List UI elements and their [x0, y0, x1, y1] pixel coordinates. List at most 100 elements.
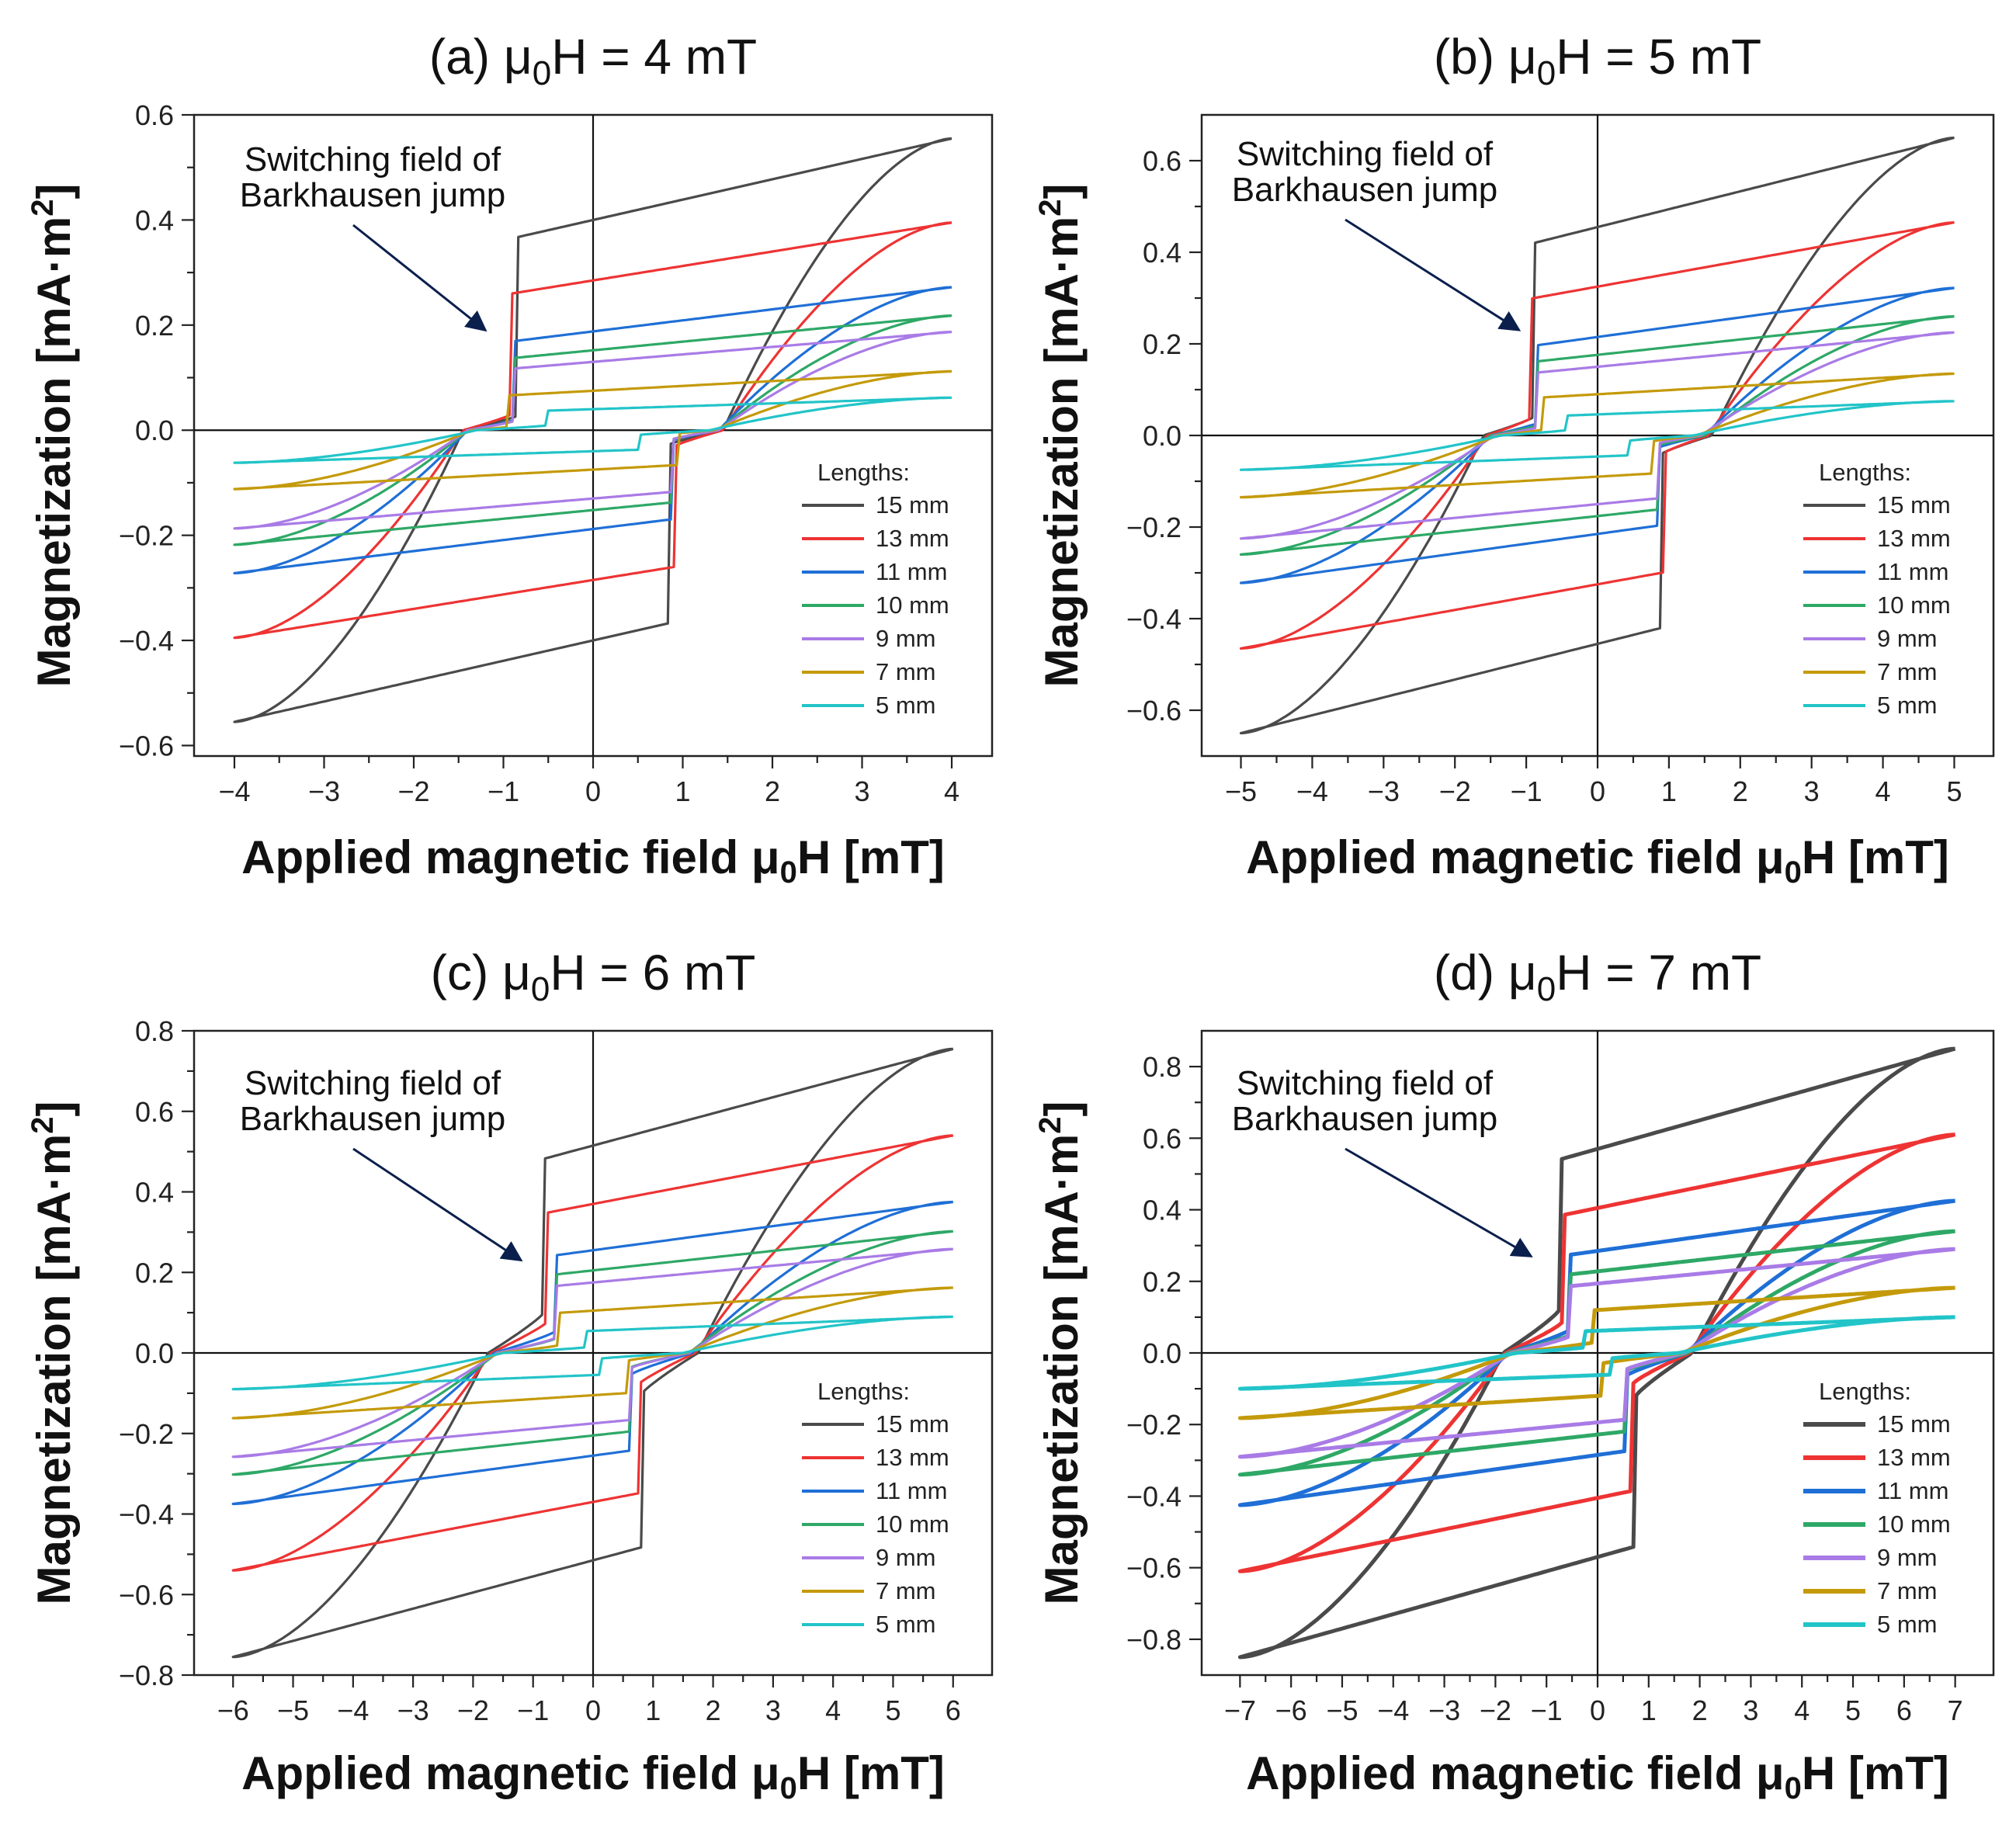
y-axis-label-superscript: 2	[26, 199, 60, 217]
y-axis-label-text: Magnetization [mA·m	[28, 217, 80, 688]
series-line-5-mm	[1237, 1315, 1955, 1391]
x-axis-label: Applied magnetic field μ0H [mT]	[1246, 1747, 1949, 1805]
y-tick-label: −0.2	[119, 1418, 174, 1450]
x-tick-label: 0	[585, 1694, 601, 1726]
series-line-7-mm	[231, 1286, 953, 1420]
legend-label: 7 mm	[876, 658, 936, 685]
x-axis-label-subscript: 0	[1785, 1771, 1802, 1805]
y-tick-label: 0.4	[1143, 1195, 1181, 1226]
annotation-text: Switching field of	[1237, 135, 1494, 173]
y-tick-label: 0.2	[135, 1257, 174, 1289]
y-axis-label-superscript: 2	[1033, 199, 1067, 217]
legend-label: 11 mm	[876, 1477, 947, 1504]
x-tick-label: 2	[706, 1694, 721, 1726]
y-tick-label: 0.8	[1143, 1051, 1181, 1083]
x-tick-label: 4	[1875, 775, 1891, 807]
series-line-13-mm	[231, 1134, 954, 1572]
x-tick-label: −2	[1439, 775, 1471, 807]
series-group	[1237, 1046, 1956, 1660]
series-group	[231, 1047, 954, 1659]
x-tick-label: 5	[1845, 1694, 1861, 1726]
panel-title: (d) μ0H = 7 mT	[1434, 945, 1761, 1008]
series-line-10-mm	[231, 1230, 954, 1476]
y-tick-label: 0.6	[1143, 145, 1181, 177]
x-tick-label: 2	[765, 775, 780, 807]
panel-title-subscript: 0	[533, 54, 551, 92]
y-axis-label: Magnetization [mA·m2]	[1033, 1101, 1088, 1605]
legend-label: 10 mm	[876, 591, 949, 619]
x-axis-label-subscript: 0	[780, 855, 797, 890]
chart-panel-3: (c) μ0H = 6 mT−6 −5 −4 −3 −2 −1 0 1 2 3 4 5 6−0.8−0.…	[26, 945, 994, 1805]
series-line-15-mm	[1237, 1046, 1956, 1660]
x-axis-label: Applied magnetic field μ0H [mT]	[1246, 831, 1949, 890]
panel-title: (a) μ0H = 4 mT	[429, 29, 757, 92]
x-tick-label: 3	[765, 1694, 781, 1726]
x-axis-label-tail: H [mT]	[1802, 1747, 1949, 1799]
y-tick-label: −0.6	[1126, 695, 1181, 727]
x-axis-label-text: Applied magnetic field μ	[241, 831, 779, 883]
x-tick-label: 0	[1590, 1694, 1605, 1726]
legend-label: 11 mm	[876, 558, 947, 585]
annotation-text: Barkhausen jump	[1232, 171, 1497, 209]
panel-title: (b) μ0H = 5 mT	[1434, 29, 1761, 92]
legend-label: 10 mm	[876, 1511, 949, 1538]
x-tick-label: 3	[1804, 775, 1820, 807]
panel-title: (c) μ0H = 6 mT	[431, 945, 756, 1008]
legend-label: 15 mm	[1877, 1410, 1951, 1438]
panel-title-text: (b) μ	[1434, 29, 1537, 85]
x-tick-label: −5	[1326, 1694, 1358, 1726]
x-tick-label: 6	[946, 1694, 961, 1726]
y-tick-label: −0.8	[1126, 1624, 1181, 1656]
x-axis-label-subscript: 0	[1785, 855, 1802, 890]
series-group	[1239, 136, 1955, 735]
y-axis-label-tail: ]	[1036, 184, 1088, 199]
y-axis-label-tail: ]	[1036, 1101, 1088, 1117]
legend-title: Lengths:	[1819, 1378, 1911, 1405]
x-axis-label-tail: H [mT]	[797, 831, 945, 883]
y-tick-label: 0.6	[135, 1096, 174, 1128]
chart-panel-4: (d) μ0H = 7 mT−7 −6 −5 −4 −3 −2 −1 0 1 2 3 4 5 6 7−0.8…	[1033, 945, 1995, 1805]
annotation-text: Barkhausen jump	[240, 1100, 505, 1138]
y-tick-label: 0.0	[1143, 1337, 1181, 1369]
legend-title: Lengths:	[1819, 459, 1911, 486]
x-tick-label: −7	[1224, 1694, 1256, 1726]
y-tick-label: 0.6	[1143, 1122, 1181, 1154]
x-tick-label: −1	[517, 1694, 549, 1726]
x-tick-label: −5	[277, 1694, 309, 1726]
x-tick-label: 7	[1948, 1694, 1963, 1726]
x-tick-label: −4	[1377, 1694, 1409, 1726]
y-axis-label-text: Magnetization [mA·m	[28, 1134, 80, 1605]
legend-label: 15 mm	[876, 491, 949, 519]
y-axis-label-tail: ]	[28, 1101, 80, 1117]
panel-title-text-tail: H = 4 mT	[551, 29, 757, 85]
x-tick-label: 0	[585, 775, 601, 807]
x-tick-label: 1	[1641, 1694, 1657, 1726]
legend-label: 9 mm	[1877, 1544, 1938, 1571]
panel-title-subscript: 0	[1537, 970, 1556, 1008]
y-axis-label: Magnetization [mA·m2]	[1033, 184, 1088, 688]
y-tick-label: −0.8	[119, 1660, 174, 1691]
annotation-text: Switching field of	[1237, 1064, 1494, 1102]
x-tick-label: −3	[1368, 775, 1400, 807]
panel-title-subscript: 0	[1537, 54, 1556, 92]
x-tick-label: 4	[1794, 1694, 1810, 1726]
x-tick-label: 3	[1743, 1694, 1758, 1726]
annotation-text: Switching field of	[245, 140, 501, 179]
x-tick-label: −1	[1511, 775, 1542, 807]
x-tick-label: −3	[308, 775, 340, 807]
legend-label: 7 mm	[1877, 1577, 1938, 1604]
x-axis-label: Applied magnetic field μ0H [mT]	[241, 831, 945, 890]
legend-label: 15 mm	[876, 1410, 949, 1438]
legend-label: 7 mm	[876, 1577, 936, 1604]
series-line-5-mm	[1239, 400, 1955, 471]
x-tick-label: −6	[217, 1694, 249, 1726]
y-axis-label-superscript: 2	[1033, 1117, 1067, 1134]
y-tick-label: −0.6	[1126, 1552, 1181, 1584]
x-axis-label-text: Applied magnetic field μ	[1246, 1747, 1784, 1799]
x-axis-label-subscript: 0	[780, 1771, 797, 1805]
legend-label: 5 mm	[1877, 1611, 1938, 1638]
series-group	[233, 137, 952, 723]
series-line-11-mm	[231, 1200, 954, 1506]
x-tick-label: −6	[1275, 1694, 1307, 1726]
y-tick-label: −0.2	[1126, 1409, 1181, 1441]
